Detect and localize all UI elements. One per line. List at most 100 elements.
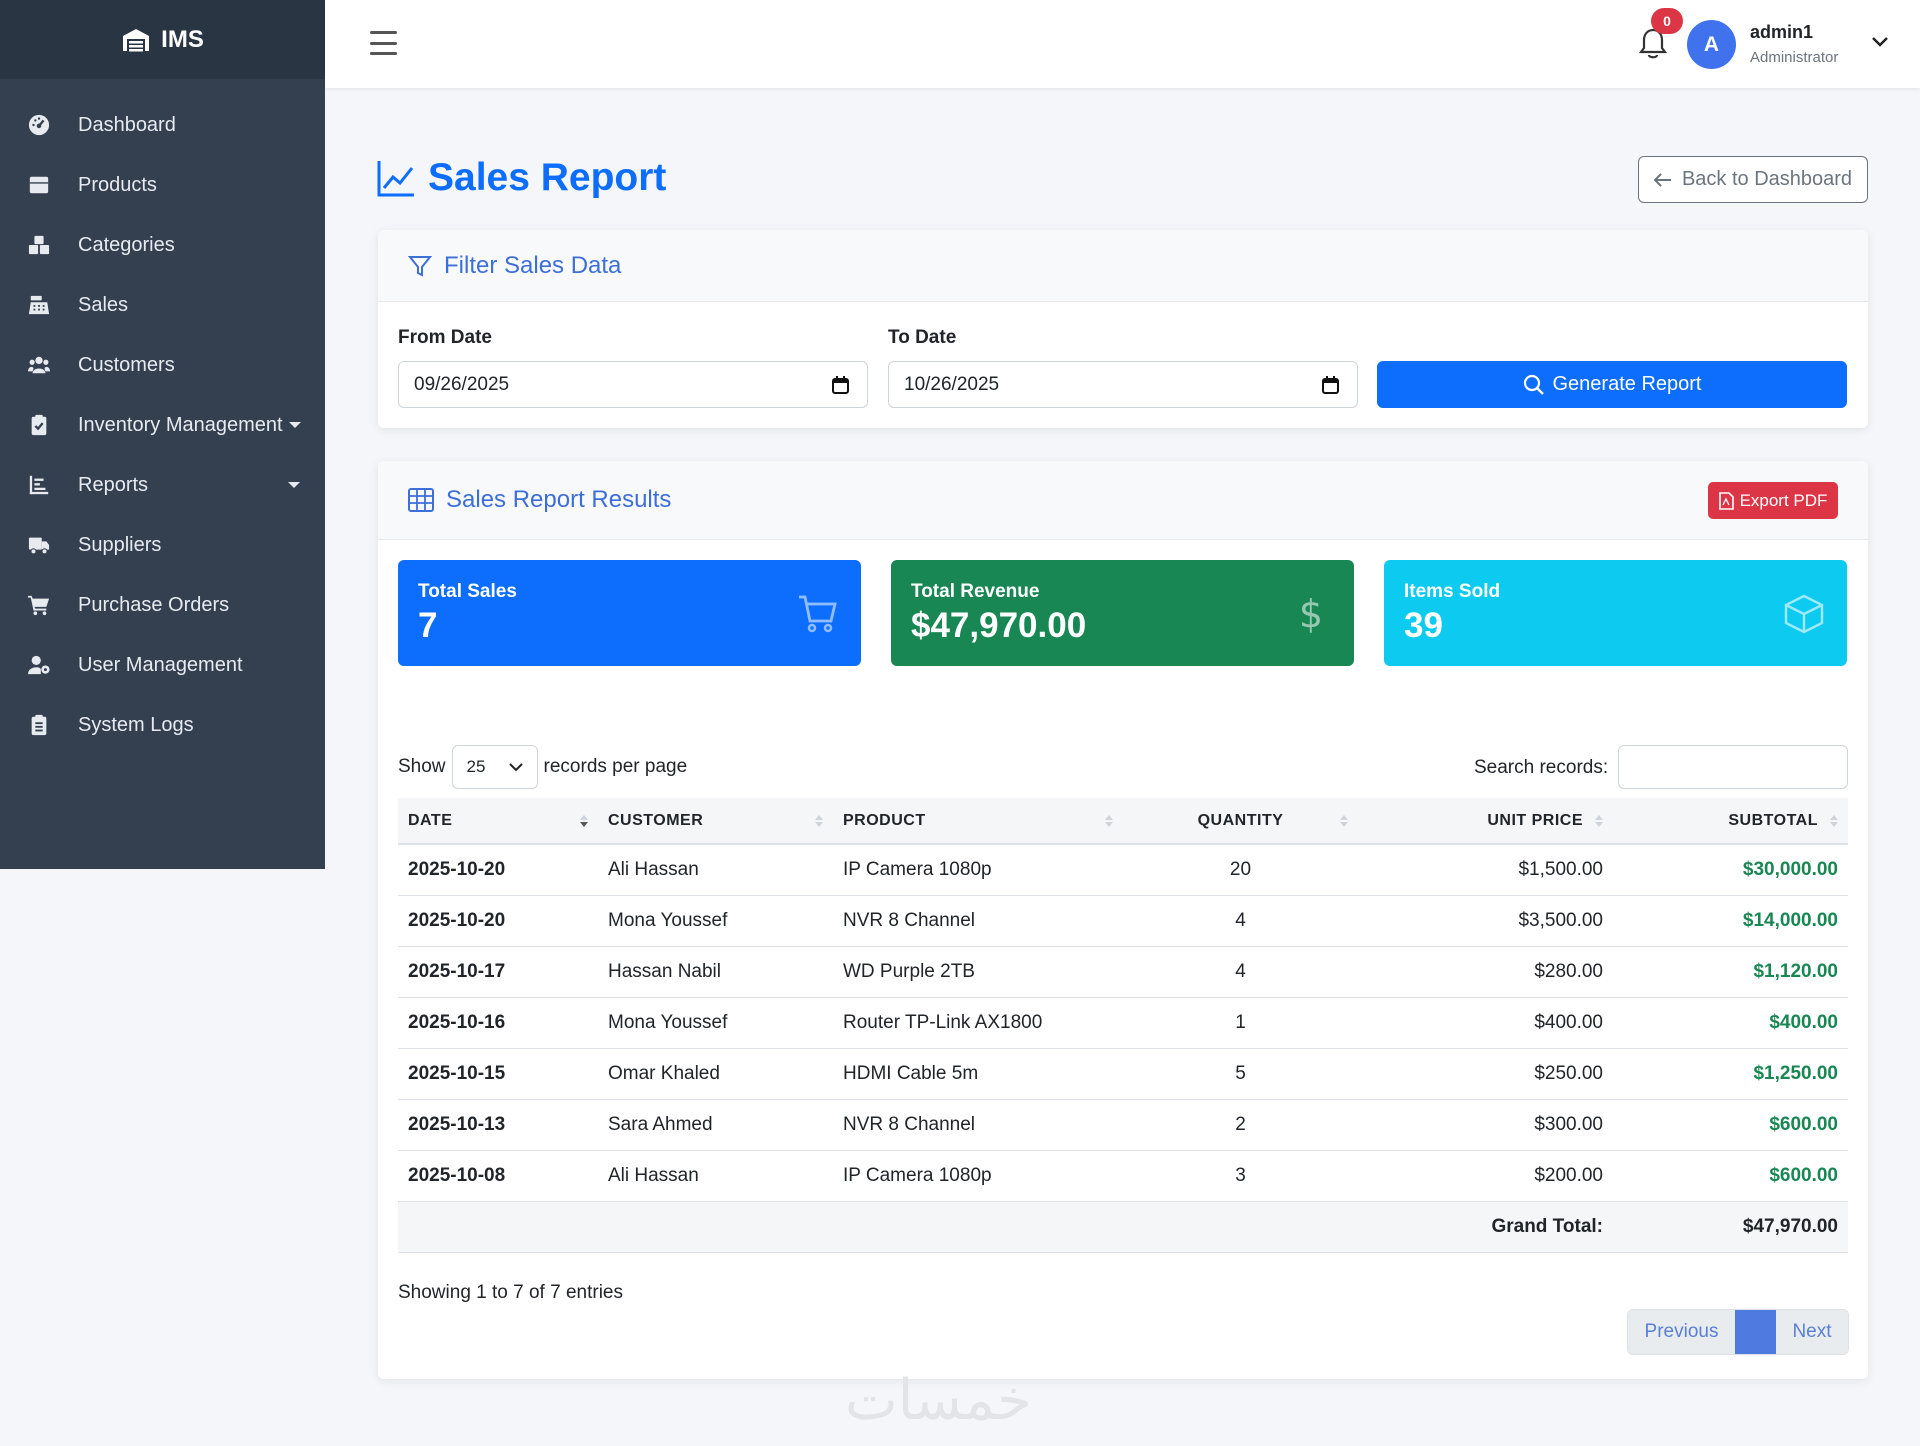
cell-unit-price: $1,500.00 xyxy=(1518,858,1603,880)
cell-product: IP Camera 1080p xyxy=(843,1164,992,1186)
back-button-label: Back to Dashboard xyxy=(1681,168,1853,190)
cell-unit-price: $280.00 xyxy=(1534,960,1603,982)
column-header-subtotal[interactable]: SUBTOTAL xyxy=(1613,798,1848,845)
chevron-down-icon[interactable] xyxy=(1871,36,1889,48)
cell-customer: Mona Youssef xyxy=(608,909,728,931)
notification-badge: 0 xyxy=(1651,8,1683,34)
calendar-icon[interactable] xyxy=(832,376,849,394)
to-date-label: To Date xyxy=(888,327,957,348)
search-label: Search records: xyxy=(1474,757,1609,778)
cart-icon xyxy=(26,593,52,617)
pagination: Previous Next xyxy=(1627,1309,1849,1355)
sidebar-item-reports[interactable]: Reports xyxy=(0,455,325,515)
filter-card-header: Filter Sales Data xyxy=(378,230,1868,302)
cell-unit-price: $300.00 xyxy=(1534,1113,1603,1135)
clipboard-check-icon xyxy=(26,413,52,437)
cell-customer: Omar Khaled xyxy=(608,1062,720,1084)
column-header-unit-price[interactable]: UNIT PRICE xyxy=(1358,798,1613,845)
from-date-label: From Date xyxy=(398,327,492,348)
sidebar-item-purchase-orders[interactable]: Purchase Orders xyxy=(0,575,325,635)
from-date-input[interactable]: 09/26/2025 xyxy=(398,361,868,408)
cell-date: 2025-10-15 xyxy=(408,1062,506,1084)
cell-date: 2025-10-20 xyxy=(408,909,506,931)
sidebar-item-user-management[interactable]: User Management xyxy=(0,635,325,695)
chevron-down-icon xyxy=(508,762,523,771)
table-icon xyxy=(408,488,434,512)
page-size-select[interactable]: 25 xyxy=(451,745,538,789)
stat-value: $47,970.00 xyxy=(911,606,1087,645)
sidebar-item-label: Sales xyxy=(78,293,129,316)
cell-date: 2025-10-13 xyxy=(408,1113,506,1135)
pagination-current-page[interactable] xyxy=(1735,1310,1776,1354)
stat-card-total-sales: Total Sales 7 xyxy=(398,560,861,666)
column-header-customer[interactable]: CUSTOMER xyxy=(598,798,833,845)
cell-subtotal: $1,120.00 xyxy=(1753,960,1838,982)
export-pdf-button[interactable]: Export PDF xyxy=(1708,482,1838,519)
cell-date: 2025-10-16 xyxy=(408,1011,506,1033)
table-row: 2025-10-15 Omar Khaled HDMI Cable 5m 5 $… xyxy=(398,1048,1848,1099)
table-row: 2025-10-16 Mona Youssef Router TP-Link A… xyxy=(398,997,1848,1048)
back-to-dashboard-button[interactable]: Back to Dashboard xyxy=(1638,156,1868,203)
sidebar-item-label: Purchase Orders xyxy=(78,593,230,616)
watermark: خمسات xyxy=(845,1368,1032,1433)
cell-date: 2025-10-20 xyxy=(408,858,506,880)
pagination-next[interactable]: Next xyxy=(1776,1310,1848,1354)
cell-customer: Mona Youssef xyxy=(608,1011,728,1033)
search-icon xyxy=(1523,374,1544,395)
stat-value: 7 xyxy=(418,606,438,645)
grand-total-label: Grand Total: xyxy=(1491,1215,1603,1237)
avatar[interactable]: A xyxy=(1687,20,1736,69)
search-input[interactable] xyxy=(1618,745,1848,789)
filter-card: Filter Sales Data xyxy=(378,230,1868,428)
filter-card-title: Filter Sales Data xyxy=(444,251,622,279)
sort-icon xyxy=(815,815,823,827)
cell-subtotal: $1,250.00 xyxy=(1753,1062,1838,1084)
user-gear-icon xyxy=(26,653,52,677)
cell-unit-price: $200.00 xyxy=(1534,1164,1603,1186)
cash-register-icon xyxy=(26,293,52,317)
column-header-quantity[interactable]: QUANTITY xyxy=(1123,798,1358,845)
truck-icon xyxy=(26,533,52,557)
sidebar-item-dashboard[interactable]: Dashboard xyxy=(0,95,325,155)
sidebar-item-sales[interactable]: Sales xyxy=(0,275,325,335)
cell-unit-price: $3,500.00 xyxy=(1518,909,1603,931)
calendar-icon[interactable] xyxy=(1322,376,1339,394)
table-row: 2025-10-13 Sara Ahmed NVR 8 Channel 2 $3… xyxy=(398,1099,1848,1150)
sidebar-item-suppliers[interactable]: Suppliers xyxy=(0,515,325,575)
sidebar-item-label: Products xyxy=(78,173,157,196)
top-navbar: 0 A admin1 Administrator xyxy=(325,0,1920,88)
user-role: Administrator xyxy=(1750,49,1839,66)
sidebar-item-label: Dashboard xyxy=(78,113,176,136)
sidebar-item-inventory-management[interactable]: Inventory Management xyxy=(0,395,325,455)
stat-label: Items Sold xyxy=(1404,581,1501,602)
chevron-down-icon xyxy=(288,482,300,488)
sidebar-item-label: System Logs xyxy=(78,713,194,736)
brand[interactable]: IMS xyxy=(0,0,325,79)
cell-product: HDMI Cable 5m xyxy=(843,1062,979,1084)
cell-product: NVR 8 Channel xyxy=(843,1113,976,1135)
cell-customer: Sara Ahmed xyxy=(608,1113,713,1135)
clipboard-list-icon xyxy=(26,713,52,737)
menu-toggle-icon[interactable] xyxy=(370,31,397,55)
column-header-date[interactable]: DATE xyxy=(398,798,598,845)
user-name[interactable]: admin1 xyxy=(1750,22,1814,42)
column-header-product[interactable]: PRODUCT xyxy=(833,798,1123,845)
users-icon xyxy=(26,353,52,377)
file-pdf-icon xyxy=(1718,491,1734,510)
to-date-input[interactable]: 10/26/2025 xyxy=(888,361,1358,408)
pagination-previous[interactable]: Previous xyxy=(1628,1310,1735,1354)
sidebar-item-customers[interactable]: Customers xyxy=(0,335,325,395)
chevron-down-icon xyxy=(288,422,301,428)
sidebar-item-products[interactable]: Products xyxy=(0,155,325,215)
sidebar-item-system-logs[interactable]: System Logs xyxy=(0,695,325,755)
sidebar-item-categories[interactable]: Categories xyxy=(0,215,325,275)
brand-name: IMS xyxy=(161,25,204,53)
cell-quantity: 20 xyxy=(1229,858,1252,880)
cart-icon xyxy=(799,595,837,633)
cell-date: 2025-10-08 xyxy=(408,1164,506,1186)
warehouse-icon xyxy=(123,28,150,51)
generate-report-button[interactable]: Generate Report xyxy=(1377,361,1847,408)
cell-product: IP Camera 1080p xyxy=(843,858,992,880)
sidebar-item-label: Reports xyxy=(78,473,149,496)
cell-product: NVR 8 Channel xyxy=(843,909,976,931)
